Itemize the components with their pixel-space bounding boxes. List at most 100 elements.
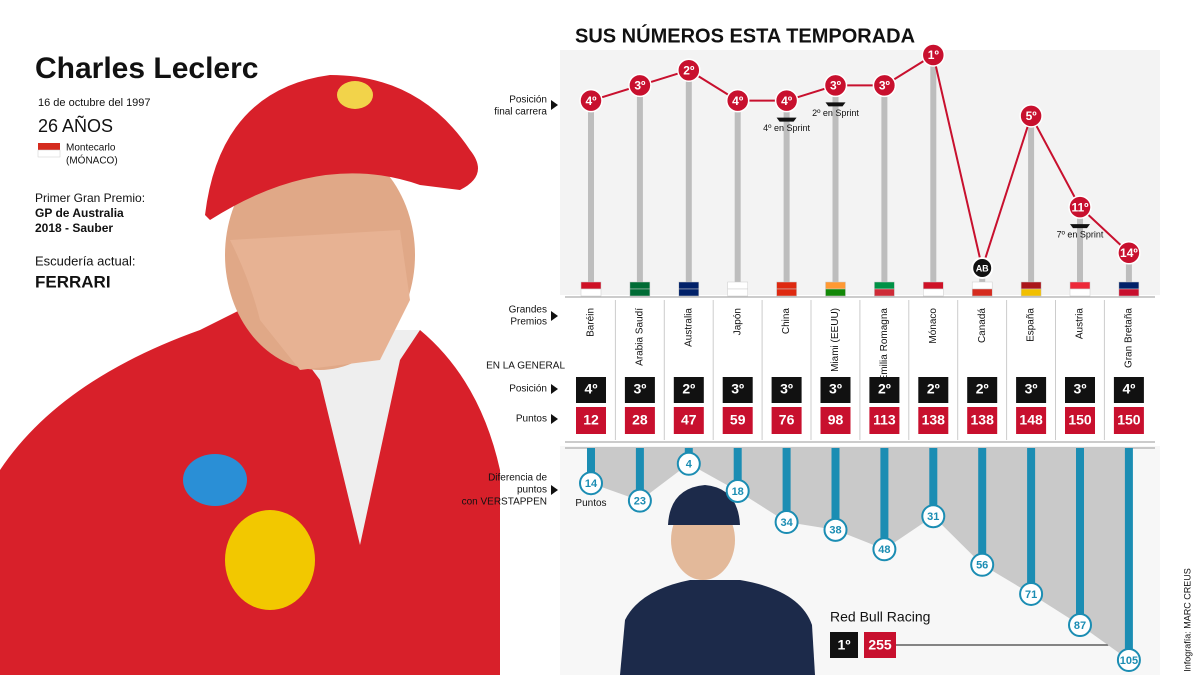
value-label: 5º xyxy=(1026,109,1038,123)
position-point xyxy=(774,88,799,113)
x-tick-label: Gran Bretaña xyxy=(1124,308,1135,368)
flag xyxy=(825,281,846,290)
pole xyxy=(881,85,888,282)
sprint-label: 7º en Sprint xyxy=(1057,230,1104,240)
points-label: 150 xyxy=(1068,412,1092,428)
points-label: 138 xyxy=(971,412,995,428)
gap-bubble xyxy=(872,537,897,562)
flag xyxy=(825,288,846,297)
leader-position: 1º xyxy=(838,637,851,653)
gap-bubble xyxy=(970,552,995,577)
pole xyxy=(1125,252,1132,282)
value-label: 4º xyxy=(781,94,793,108)
points-box xyxy=(673,407,704,434)
position-point xyxy=(872,73,897,98)
points-box xyxy=(820,407,851,434)
gap-label: 71 xyxy=(1025,589,1037,601)
flag xyxy=(776,288,797,297)
flag xyxy=(727,288,748,297)
points-label: 59 xyxy=(730,412,746,428)
position-label: 2º xyxy=(976,381,989,397)
value-label: 2º xyxy=(683,63,695,77)
position-box xyxy=(722,377,753,403)
position-point xyxy=(628,73,652,98)
value-label: 4º xyxy=(585,94,597,108)
points-label: 113 xyxy=(873,412,896,428)
position-box xyxy=(771,377,802,403)
gap-bar xyxy=(831,448,840,530)
gap-label: con VERSTAPPEN xyxy=(462,497,547,508)
flag xyxy=(776,281,797,290)
leclerc-photo xyxy=(0,75,500,675)
gap-bar xyxy=(880,448,889,550)
gap-label: 31 xyxy=(927,511,939,523)
position-point xyxy=(921,43,946,67)
gap-bar xyxy=(929,448,938,517)
points-box xyxy=(1016,407,1047,434)
row-label: Posición xyxy=(509,384,547,395)
x-tick-label: España xyxy=(1026,308,1037,342)
dnf-marker xyxy=(971,257,994,279)
points-label: 150 xyxy=(1117,412,1141,428)
x-tick-label: Japón xyxy=(732,308,743,335)
chart-title: SUS NÚMEROS ESTA TEMPORADA xyxy=(575,23,915,47)
driver-name: Charles Leclerc xyxy=(35,52,258,85)
arrows xyxy=(551,100,558,495)
chart-background xyxy=(560,50,1160,295)
monaco-flag xyxy=(37,143,61,158)
debut: 2018 - Sauber xyxy=(35,221,113,235)
points-label: 12 xyxy=(583,412,599,428)
flag xyxy=(727,281,748,290)
debut-label: Primer Gran Premio: xyxy=(35,191,145,205)
position-label: 3º xyxy=(780,381,793,397)
x-tick-label: Australia xyxy=(683,308,694,347)
flag xyxy=(874,288,895,297)
gap-bar xyxy=(635,448,644,501)
position-point xyxy=(1019,104,1043,128)
flag xyxy=(971,281,993,290)
position-label: 3º xyxy=(633,381,646,397)
position-box xyxy=(576,377,606,403)
sprint-car xyxy=(1070,224,1090,229)
value-label: 3º xyxy=(634,79,646,93)
flag xyxy=(1069,281,1091,290)
team-label: Escudería actual: xyxy=(35,253,135,268)
leader-points: 255 xyxy=(868,637,892,653)
sprint-car xyxy=(776,117,797,122)
flag xyxy=(629,281,651,290)
sprint-label: 2º en Sprint xyxy=(812,108,859,118)
pole xyxy=(1077,207,1083,282)
leader-team: Red Bull Racing xyxy=(830,609,930,625)
credit: Infografía: MARC CREUS xyxy=(1182,568,1192,672)
position-box xyxy=(918,377,949,403)
pole xyxy=(685,70,692,282)
position-box xyxy=(1016,377,1047,403)
team: FERRARI xyxy=(35,272,111,291)
gap-label: 105 xyxy=(1120,655,1138,667)
flag xyxy=(923,281,944,290)
flag xyxy=(629,288,651,297)
points-box xyxy=(918,407,949,434)
flag xyxy=(1118,281,1140,290)
position-label: 4º xyxy=(585,381,598,397)
gap-label: puntos xyxy=(517,485,547,496)
section-label: EN LA GENERAL xyxy=(486,361,565,372)
points-box xyxy=(967,407,998,434)
x-tick-label: Baréin xyxy=(586,308,597,337)
position-label: 3º xyxy=(1074,381,1087,397)
gap-bar xyxy=(733,448,742,491)
position-point xyxy=(725,88,750,113)
points-box xyxy=(1113,407,1144,434)
leader-points-box xyxy=(864,632,896,658)
flag xyxy=(678,288,700,297)
x-tick-label: China xyxy=(781,308,792,335)
flag xyxy=(1069,288,1091,297)
x-tick-label: Canadá xyxy=(977,308,988,343)
gap-bar xyxy=(782,448,791,523)
dnf-connector xyxy=(981,115,1033,269)
gap-area xyxy=(591,448,1129,660)
flag xyxy=(923,288,944,297)
points-label: 28 xyxy=(632,412,648,428)
gap-bubble xyxy=(1068,613,1092,638)
x-tick-label: Emilia Romagna xyxy=(879,308,890,382)
